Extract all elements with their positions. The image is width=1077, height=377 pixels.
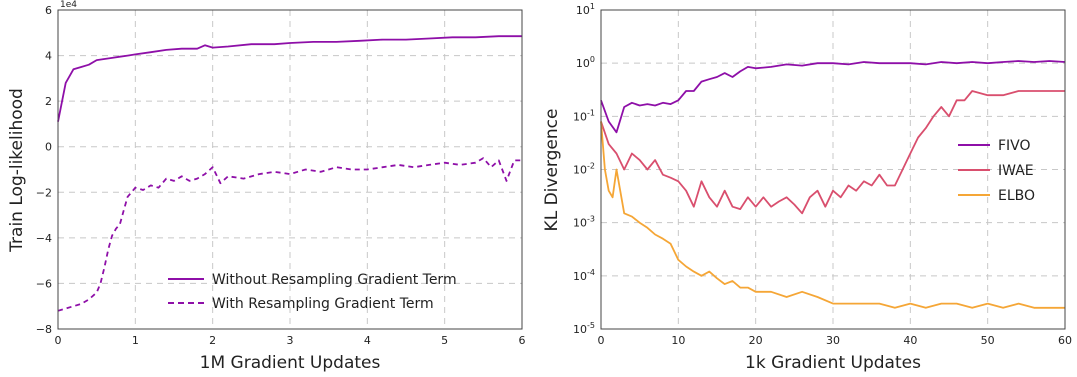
- y-tick-label: −4: [36, 232, 52, 245]
- legend-label-iwae: IWAE: [998, 163, 1034, 179]
- x-tick-label: 50: [981, 334, 995, 347]
- y-tick-label: 10-1: [573, 108, 595, 123]
- right-series-lines: [600, 60, 1066, 309]
- y-tick-label: −2: [36, 186, 52, 199]
- y-tick-label: 101: [576, 2, 595, 17]
- legend-label-with-resampling: With Resampling Gradient Term: [212, 296, 434, 312]
- y-tick-label: 4: [45, 50, 52, 63]
- y-tick-label: 10-4: [573, 268, 595, 283]
- y-tick-label: −8: [36, 323, 52, 336]
- left-x-axis-label: 1M Gradient Updates: [200, 353, 381, 373]
- series-line-elbo: [600, 121, 1065, 309]
- left-y-ticks: −8 −6 −4 −2 0 2 4 6: [36, 4, 52, 336]
- right-legend: FIVO IWAE ELBO: [958, 138, 1035, 204]
- x-tick-label: 4: [364, 334, 371, 347]
- y-tick-label: 2: [45, 95, 52, 108]
- series-line-fivo: [600, 60, 1066, 134]
- left-x-ticks: 0 1 2 3 4 5 6: [55, 334, 526, 347]
- right-gridlines: [601, 10, 1065, 329]
- legend-label-fivo: FIVO: [998, 138, 1031, 154]
- x-tick-label: 30: [826, 334, 840, 347]
- right-y-axis-label: KL Divergence: [542, 109, 562, 232]
- legend-label-elbo: ELBO: [998, 188, 1035, 204]
- left-legend: Without Resampling Gradient Term With Re…: [168, 272, 457, 312]
- right-x-axis-label: 1k Gradient Updates: [745, 353, 921, 373]
- x-tick-label: 2: [209, 334, 216, 347]
- x-tick-label: 10: [671, 334, 685, 347]
- right-plot-frame: [600, 9, 1066, 330]
- x-tick-label: 3: [287, 334, 294, 347]
- x-tick-label: 1: [132, 334, 139, 347]
- y-tick-label: 0: [45, 141, 52, 154]
- y-tick-label: 10-5: [573, 321, 595, 336]
- x-tick-label: 0: [55, 334, 62, 347]
- x-tick-label: 60: [1058, 334, 1072, 347]
- legend-label-without-resampling: Without Resampling Gradient Term: [212, 272, 457, 288]
- x-tick-label: 20: [749, 334, 763, 347]
- y-tick-label: 10-3: [573, 215, 595, 230]
- y-tick-label: 10-2: [573, 162, 595, 177]
- left-y-offset-label: 1e4: [60, 0, 77, 10]
- right-subplot: 0 10 20 30 40 50 60 10-5 10-4 10-3 10-2 10-1 100 101…: [542, 2, 1072, 373]
- y-tick-label: −6: [36, 277, 52, 290]
- x-tick-label: 5: [441, 334, 448, 347]
- series-line-iwae: [600, 90, 1065, 215]
- x-tick-label: 0: [598, 334, 605, 347]
- left-y-axis-label: Train Log-likelihood: [7, 88, 27, 253]
- x-tick-label: 6: [519, 334, 526, 347]
- left-plot-frame: [57, 9, 523, 330]
- right-x-ticks: 0 10 20 30 40 50 60: [598, 334, 1073, 347]
- series-line-with-resampling-gradient-term: [57, 157, 522, 312]
- right-y-ticks: 10-5 10-4 10-3 10-2 10-1 100 101: [573, 2, 595, 336]
- y-tick-label: 100: [576, 55, 595, 70]
- series-line-without-resampling-gradient-term: [57, 35, 522, 122]
- x-tick-label: 40: [903, 334, 917, 347]
- y-tick-label: 6: [45, 4, 52, 17]
- left-subplot: 0 1 2 3 4 5 6 −8 −6 −4 −2 0 2 4 6 1e4 1M Gradient Upd…: [7, 0, 526, 373]
- left-series-lines: [57, 35, 522, 312]
